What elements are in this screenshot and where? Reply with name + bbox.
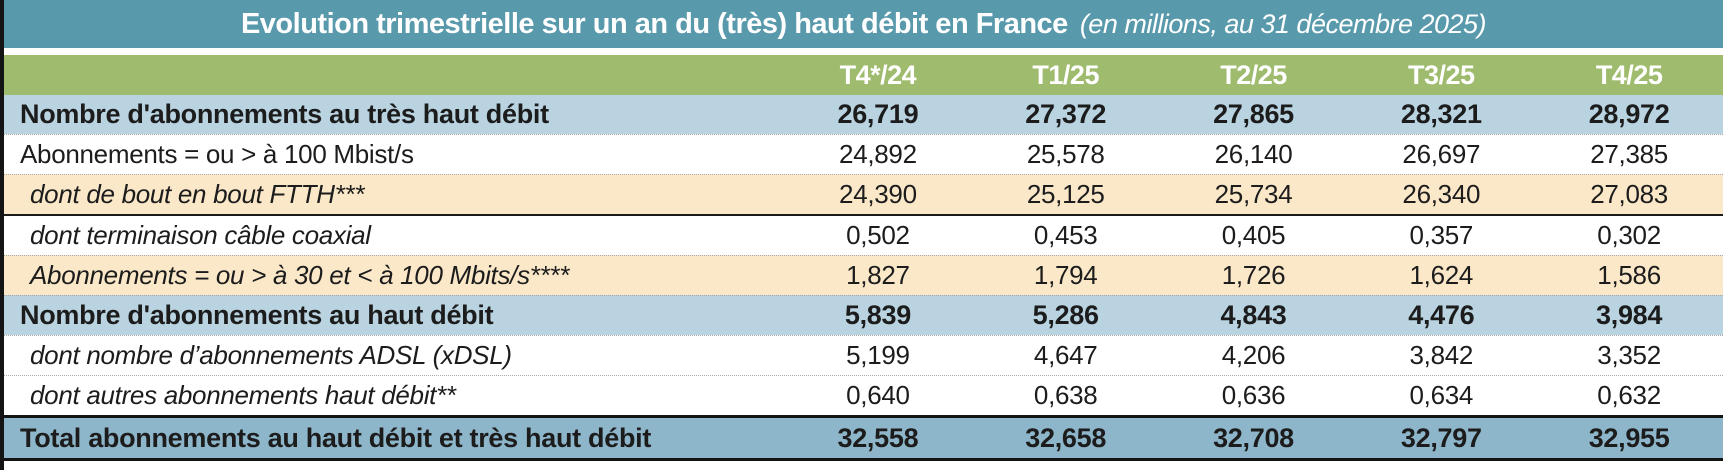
row-value: 27,083 xyxy=(1590,179,1668,209)
row-value: 0,302 xyxy=(1597,220,1661,250)
column-header-t3-25: T3/25 xyxy=(1408,59,1475,90)
row-value: 0,634 xyxy=(1409,380,1474,410)
column-header-row: T4*/24 T1/25 T2/25 T3/25 T4/25 xyxy=(4,55,1723,95)
bottom-margin-strip xyxy=(0,461,1723,470)
row-label: Abonnements = ou > à 30 et < à 100 Mbits… xyxy=(30,260,570,290)
table-row-adsl: dont nombre d’abonnements ADSL (xDSL) 5,… xyxy=(4,335,1723,375)
row-label: Nombre d'abonnements au très haut débit xyxy=(20,99,549,129)
row-value: 0,453 xyxy=(1033,220,1098,250)
row-value: 1,726 xyxy=(1221,260,1286,290)
row-label: dont nombre d’abonnements ADSL (xDSL) xyxy=(30,340,512,370)
row-value: 1,586 xyxy=(1597,260,1661,290)
row-value: 4,647 xyxy=(1033,340,1098,370)
row-label: Abonnements = ou > à 100 Mbist/s xyxy=(20,139,414,169)
row-value: 5,286 xyxy=(1032,300,1099,330)
row-value: 1,624 xyxy=(1409,260,1474,290)
row-value: 28,972 xyxy=(1588,99,1670,129)
row-value: 0,638 xyxy=(1033,380,1098,410)
row-label: dont autres abonnements haut débit** xyxy=(30,380,456,410)
row-label: Total abonnements au haut débit et très … xyxy=(20,422,652,453)
row-value: 26,719 xyxy=(837,99,919,129)
row-value: 25,578 xyxy=(1026,139,1105,169)
row-value: 5,199 xyxy=(846,340,910,370)
row-value: 26,697 xyxy=(1402,139,1481,169)
row-value: 5,839 xyxy=(844,300,911,330)
column-header-t4-25: T4/25 xyxy=(1595,59,1663,90)
table-row-cable-coaxial: dont terminaison câble coaxial 0,502 0,4… xyxy=(4,214,1723,255)
row-value: 4,843 xyxy=(1220,300,1287,330)
row-value: 28,321 xyxy=(1400,99,1482,129)
row-value: 32,558 xyxy=(837,422,919,453)
row-value: 27,865 xyxy=(1213,99,1294,129)
row-value: 3,352 xyxy=(1597,340,1661,370)
table-title: Evolution trimestrielle sur un an du (tr… xyxy=(240,7,1068,40)
row-label: Nombre d'abonnements au haut débit xyxy=(20,300,494,330)
row-value: 0,632 xyxy=(1597,380,1661,410)
row-label: dont terminaison câble coaxial xyxy=(30,220,371,250)
row-value: 27,372 xyxy=(1025,99,1107,129)
table-row-haut-debit: Nombre d'abonnements au haut débit 5,839… xyxy=(4,295,1723,335)
column-header-t1-25: T1/25 xyxy=(1032,59,1099,90)
row-value: 32,797 xyxy=(1400,422,1482,453)
row-value: 27,385 xyxy=(1590,139,1668,169)
column-header-t2-25: T2/25 xyxy=(1220,59,1287,90)
row-label: dont de bout en bout FTTH*** xyxy=(30,179,365,209)
row-value: 1,794 xyxy=(1033,260,1098,290)
table-row-autres-haut-debit: dont autres abonnements haut débit** 0,6… xyxy=(4,375,1723,415)
table-subtitle: (en millions, au 31 décembre 2025) xyxy=(1079,8,1487,39)
row-value: 0,636 xyxy=(1221,380,1286,410)
row-value: 24,892 xyxy=(839,139,917,169)
table-row-100mbits: Abonnements = ou > à 100 Mbist/s 24,892 … xyxy=(4,134,1723,174)
row-value: 3,842 xyxy=(1409,340,1474,370)
row-value: 0,405 xyxy=(1221,220,1286,250)
table-row-tres-haut-debit: Nombre d'abonnements au très haut débit … xyxy=(4,95,1723,134)
row-value: 0,640 xyxy=(846,380,910,410)
row-value: 32,658 xyxy=(1025,422,1107,453)
table-row-30-100mbits: Abonnements = ou > à 30 et < à 100 Mbits… xyxy=(4,255,1723,295)
table-row-ftth: dont de bout en bout FTTH*** 24,390 25,1… xyxy=(4,174,1723,214)
table-title-bar: Evolution trimestrielle sur un an du (tr… xyxy=(4,0,1723,48)
row-value: 32,708 xyxy=(1213,422,1294,453)
column-header-t4-24: T4*/24 xyxy=(839,59,917,90)
row-value: 26,140 xyxy=(1214,139,1293,169)
row-value: 3,984 xyxy=(1596,300,1663,330)
row-value: 0,502 xyxy=(846,220,910,250)
title-divider xyxy=(4,48,1723,55)
table-row-total: Total abonnements au haut débit et très … xyxy=(4,415,1723,461)
row-value: 26,340 xyxy=(1402,179,1481,209)
row-value: 24,390 xyxy=(839,179,917,209)
row-value: 1,827 xyxy=(846,260,910,290)
row-value: 4,476 xyxy=(1408,300,1475,330)
row-value: 25,125 xyxy=(1026,179,1105,209)
row-value: 32,955 xyxy=(1588,422,1670,453)
row-value: 0,357 xyxy=(1409,220,1474,250)
row-value: 25,734 xyxy=(1214,179,1293,209)
row-value: 4,206 xyxy=(1221,340,1286,370)
